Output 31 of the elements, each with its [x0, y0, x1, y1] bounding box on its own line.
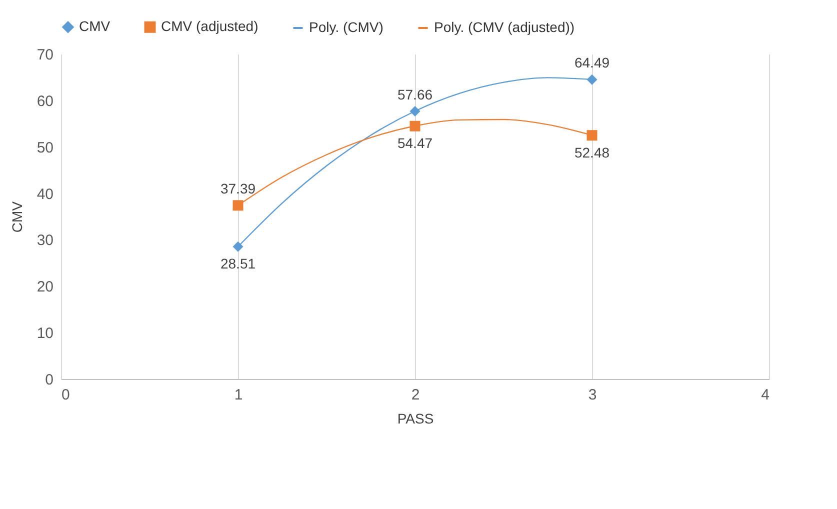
y-tick-label: 0: [45, 372, 54, 388]
legend-label: Poly. (CMV): [309, 19, 384, 35]
x-tick-label: 0: [62, 386, 70, 404]
point: [410, 120, 420, 132]
y-tick-label: 70: [36, 46, 54, 64]
y-tick-label: 10: [36, 325, 54, 342]
x-tick-label: 2: [411, 386, 420, 404]
legend-label: CMV: [79, 18, 111, 34]
x-tick-label: 1: [234, 386, 243, 404]
data-label: 37.39: [220, 180, 256, 196]
data-label: 57.66: [397, 86, 433, 102]
y-tick-label: 60: [36, 92, 54, 110]
legend-label: CMV (adjusted): [161, 18, 258, 34]
data-label: 64.49: [574, 54, 610, 71]
y-tick-label: 40: [36, 186, 54, 203]
legend-label: Poly. (CMV (adjusted)): [434, 19, 575, 35]
y-tick-label: 20: [36, 278, 54, 296]
x-axis-title: PASS: [397, 410, 434, 426]
data-label: 28.51: [220, 256, 256, 272]
data-label: 54.47: [397, 135, 433, 152]
y-tick-label: 30: [36, 232, 54, 250]
x-tick-label: 3: [588, 386, 597, 404]
data-label: 52.48: [574, 144, 610, 160]
y-tick-label: 50: [36, 139, 54, 156]
y-axis-title: CMV: [8, 200, 25, 233]
point: [586, 130, 598, 141]
point: [586, 74, 598, 85]
point: [410, 106, 420, 117]
point: [232, 200, 244, 211]
x-tick-label: 4: [761, 386, 770, 404]
point: [232, 241, 244, 252]
